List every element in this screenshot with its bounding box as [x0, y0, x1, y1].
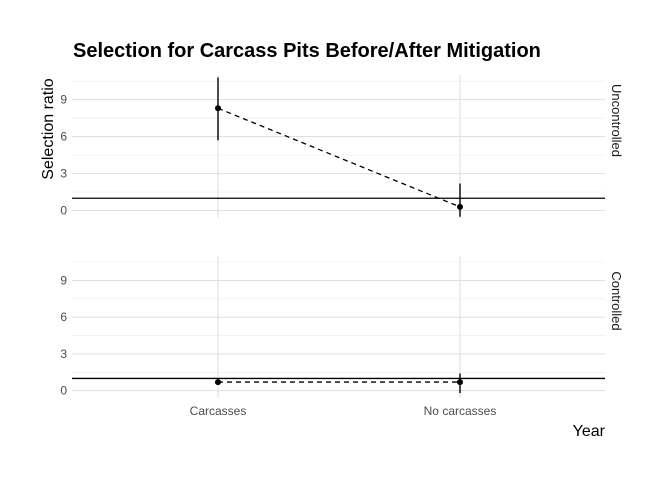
- y-axis-title: Selection ratio: [40, 78, 57, 179]
- data-point: [457, 203, 463, 210]
- chart-title: Selection for Carcass Pits Before/After …: [73, 40, 541, 62]
- y-tick-label: 0: [60, 384, 67, 398]
- facet-panels: 0 3 6 9 Uncontrolled 0 3 6 9 Controlled Carcasses N…: [60, 75, 624, 418]
- y-tick-label: 3: [60, 347, 67, 361]
- y-tick-label: 0: [60, 204, 67, 218]
- y-tick-label: 6: [60, 130, 67, 144]
- facet-panel-0: 0 3 6 9 Uncontrolled: [60, 75, 624, 218]
- x-tick-label: No carcasses: [424, 404, 497, 418]
- facet-strip-label: Uncontrolled: [609, 84, 624, 157]
- x-tick-label: Carcasses: [190, 404, 247, 418]
- x-axis-title: Year: [573, 423, 606, 440]
- series-line: [217, 107, 461, 208]
- data-point: [215, 105, 221, 112]
- facet-strip-label: Controlled: [609, 271, 624, 330]
- data-point: [457, 379, 463, 386]
- data-point: [215, 379, 221, 386]
- y-tick-label: 9: [60, 93, 67, 107]
- y-tick-label: 9: [60, 273, 67, 287]
- y-tick-label: 6: [60, 310, 67, 324]
- facet-panel-1: 0 3 6 9 Controlled Carcasses No carcasses: [60, 256, 624, 418]
- y-tick-label: 3: [60, 167, 67, 181]
